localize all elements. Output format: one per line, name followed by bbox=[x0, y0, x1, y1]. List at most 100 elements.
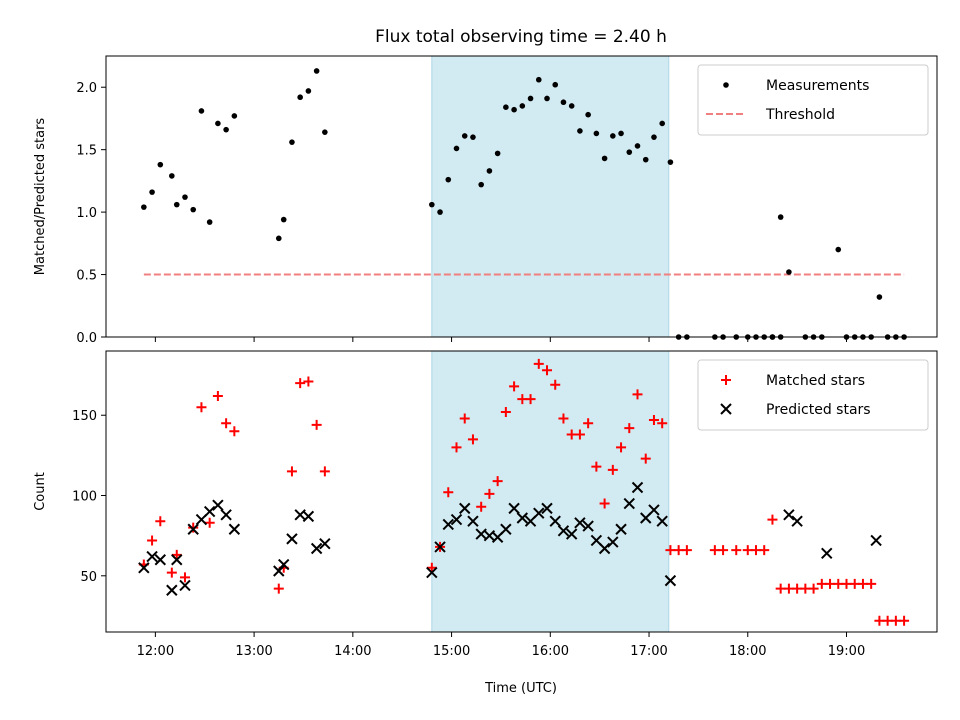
data-point-predicted bbox=[467, 515, 479, 527]
data-point-measurement bbox=[535, 76, 542, 83]
data-point-predicted bbox=[319, 537, 331, 550]
data-point-predicted bbox=[664, 574, 677, 587]
data-point-predicted bbox=[783, 509, 795, 521]
data-point-predicted bbox=[286, 533, 298, 545]
data-point-matched bbox=[632, 389, 643, 400]
data-point-predicted bbox=[450, 513, 463, 526]
y-axis-label: Matched/Predicted stars bbox=[33, 118, 48, 276]
data-point-measurement bbox=[659, 120, 665, 127]
data-point-predicted bbox=[508, 502, 520, 515]
data-point-measurement bbox=[173, 201, 180, 208]
data-point-measurement bbox=[667, 159, 674, 165]
data-point-predicted bbox=[791, 515, 803, 527]
data-point-predicted bbox=[426, 566, 438, 579]
data-point-measurement bbox=[280, 216, 287, 223]
data-point-predicted bbox=[187, 523, 199, 535]
data-point-predicted bbox=[541, 502, 553, 515]
data-point-matched bbox=[657, 418, 668, 429]
data-point-predicted bbox=[549, 515, 561, 527]
data-point-matched bbox=[808, 583, 819, 594]
data-point-predicted bbox=[598, 542, 611, 555]
legend-box bbox=[697, 359, 929, 431]
data-point-predicted bbox=[228, 523, 241, 535]
data-point-predicted bbox=[582, 520, 594, 532]
data-point-measurement bbox=[486, 168, 493, 174]
data-point-measurement bbox=[593, 130, 600, 137]
x-tick-label: 12:00 bbox=[137, 644, 174, 659]
data-point-matched bbox=[550, 379, 561, 390]
data-point-measurement bbox=[642, 156, 649, 163]
data-point-predicted bbox=[310, 542, 323, 555]
data-point-measurement bbox=[568, 103, 575, 109]
y-tick-label: 2.0 bbox=[76, 81, 97, 96]
y-axis-label: Count bbox=[33, 472, 48, 511]
data-point-matched bbox=[295, 378, 306, 389]
data-point-measurement bbox=[470, 134, 476, 140]
data-point-measurement bbox=[141, 204, 147, 210]
data-point-measurement bbox=[494, 150, 501, 157]
data-point-measurement bbox=[544, 95, 550, 102]
data-point-matched bbox=[607, 464, 618, 475]
data-point-predicted bbox=[179, 579, 191, 592]
data-point-matched bbox=[319, 466, 330, 477]
data-point-measurement bbox=[157, 161, 164, 168]
data-point-matched bbox=[599, 498, 610, 509]
data-point-predicted bbox=[615, 523, 627, 535]
data-point-measurement bbox=[275, 235, 282, 242]
data-point-matched bbox=[591, 461, 602, 472]
data-point-measurement bbox=[503, 104, 509, 111]
data-point-matched bbox=[899, 615, 910, 626]
y-tick-label: 0.0 bbox=[76, 331, 97, 346]
data-point-predicted bbox=[459, 502, 471, 515]
data-point-matched bbox=[212, 390, 223, 401]
data-point-matched bbox=[311, 419, 322, 430]
data-point-matched bbox=[273, 583, 284, 594]
data-point-matched bbox=[171, 549, 182, 560]
data-point-measurement bbox=[149, 189, 155, 195]
y-tick-label: 0.5 bbox=[76, 269, 97, 284]
data-point-measurement bbox=[786, 269, 792, 275]
data-point-matched bbox=[229, 426, 240, 437]
data-point-measurement bbox=[634, 143, 641, 149]
data-point-measurement bbox=[835, 246, 842, 253]
data-point-predicted bbox=[557, 525, 570, 537]
data-point-predicted bbox=[302, 510, 315, 523]
data-point-predicted bbox=[533, 507, 545, 519]
data-point-predicted bbox=[656, 515, 668, 527]
data-point-matched bbox=[574, 429, 585, 440]
data-point-matched bbox=[147, 535, 158, 546]
data-point-measurement bbox=[169, 173, 175, 179]
data-point-predicted bbox=[623, 497, 635, 510]
data-point-measurement bbox=[478, 181, 484, 188]
data-point-matched bbox=[286, 466, 297, 477]
data-point-predicted bbox=[203, 505, 216, 518]
data-point-measurement bbox=[322, 129, 328, 135]
shaded-region bbox=[431, 55, 670, 338]
data-point-matched bbox=[179, 572, 190, 583]
data-point-predicted bbox=[146, 550, 158, 563]
data-point-matched bbox=[681, 545, 692, 556]
x-tick-label: 18:00 bbox=[729, 644, 766, 659]
data-point-predicted bbox=[516, 512, 529, 524]
data-point-matched bbox=[484, 488, 495, 499]
x-tick-label: 17:00 bbox=[630, 644, 667, 659]
data-point-matched bbox=[640, 453, 651, 464]
legend-box bbox=[697, 64, 929, 136]
legend-label: Threshold bbox=[765, 107, 835, 123]
data-point-predicted bbox=[220, 509, 232, 521]
data-point-predicted bbox=[870, 534, 882, 547]
data-point-predicted bbox=[273, 565, 285, 577]
data-point-matched bbox=[759, 545, 770, 556]
bottom-panel: 50 100 150 12:00 13:00 14:00 15:00 16:00 17:00 18… bbox=[33, 350, 938, 659]
data-point-matched bbox=[476, 501, 487, 512]
x-axis-label: Time (UTC) bbox=[484, 681, 557, 696]
data-point-measurement bbox=[610, 133, 616, 139]
data-point-matched bbox=[196, 402, 207, 413]
x-tick-label: 13:00 bbox=[235, 644, 272, 659]
data-point-measurement bbox=[198, 108, 205, 114]
data-point-predicted bbox=[648, 504, 660, 516]
y-tick-label: 100 bbox=[72, 490, 97, 505]
y-tick-label: 50 bbox=[80, 570, 97, 585]
data-point-measurement bbox=[577, 128, 583, 134]
data-point-predicted bbox=[442, 518, 454, 531]
